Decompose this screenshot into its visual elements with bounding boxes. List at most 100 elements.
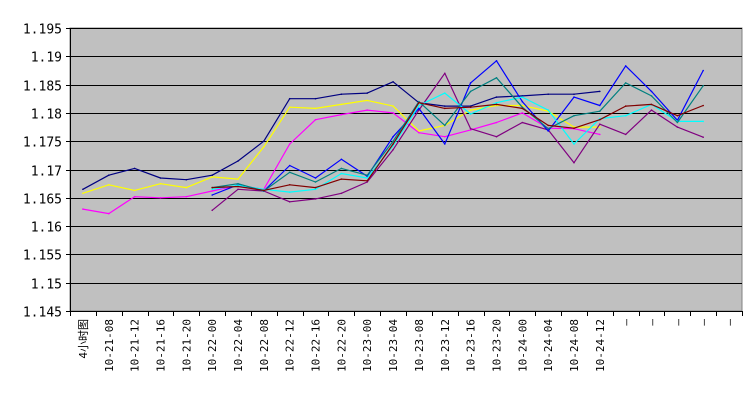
data-point [288, 97, 291, 100]
data-point [108, 184, 110, 186]
data-point [211, 186, 213, 189]
x-tick-label: 10-23-16 [465, 319, 478, 372]
data-point [599, 104, 601, 107]
x-tick-label: 4小时图 [77, 319, 90, 359]
data-point [211, 174, 213, 176]
data-point [702, 104, 704, 107]
x-tick-label: 10-23-04 [387, 319, 400, 372]
data-point [133, 195, 136, 198]
data-point [547, 124, 549, 127]
data-point [624, 105, 627, 107]
x-tick-label: 10-22-20 [335, 319, 348, 372]
data-point [444, 105, 446, 107]
data-point [159, 182, 162, 185]
data-point [469, 127, 472, 130]
data-point [547, 127, 549, 130]
data-point [288, 106, 291, 108]
data-point [314, 186, 317, 189]
data-point [392, 105, 394, 107]
data-point [547, 130, 549, 132]
data-point [418, 107, 420, 110]
data-point [366, 180, 369, 182]
x-tick-label: 10-22-12 [284, 319, 297, 372]
data-point [314, 107, 317, 110]
data-point [444, 143, 446, 145]
data-point [340, 167, 343, 170]
x-tick-label: — [723, 319, 736, 326]
data-point [82, 208, 84, 210]
data-point [469, 129, 472, 131]
data-point [599, 118, 601, 121]
data-point [418, 104, 420, 107]
data-point [418, 101, 420, 104]
x-tick-label: 10-24-04 [542, 319, 555, 372]
data-point [495, 121, 498, 124]
data-point [444, 107, 446, 110]
data-point [185, 178, 188, 181]
data-point [314, 97, 317, 100]
data-point [211, 190, 213, 192]
data-point [288, 171, 291, 174]
x-tick-label: 10-24-08 [568, 319, 581, 372]
data-point [237, 185, 239, 188]
x-tick-label: 10-21-20 [180, 319, 193, 372]
data-point [237, 188, 239, 191]
data-point [469, 90, 472, 93]
data-point [599, 123, 601, 125]
x-tick-label: 10-23-08 [413, 319, 426, 372]
x-tick-label: 10-23-00 [361, 319, 374, 372]
data-point [366, 109, 369, 111]
data-point [650, 103, 653, 106]
data-point [340, 113, 343, 116]
data-point [521, 106, 524, 108]
data-point [392, 112, 394, 114]
x-tick-label: 10-22-00 [206, 319, 219, 372]
data-point [444, 124, 446, 127]
data-point [366, 177, 369, 179]
data-point [521, 96, 524, 98]
data-point [340, 192, 343, 195]
data-point [237, 178, 239, 180]
data-point [159, 197, 162, 199]
data-point [340, 178, 343, 180]
x-tick-label: — [646, 319, 659, 326]
data-point [314, 177, 317, 179]
data-point [392, 143, 394, 145]
data-point [624, 133, 627, 136]
data-point [237, 182, 239, 185]
data-point [573, 96, 575, 98]
x-tick-label: 10-21-12 [129, 319, 142, 372]
data-point [469, 105, 472, 107]
data-point [288, 143, 291, 145]
data-point [624, 114, 627, 117]
data-point [547, 109, 549, 111]
data-point [676, 126, 679, 128]
data-point [573, 143, 575, 145]
y-tick-label: 1.17 [31, 165, 62, 180]
series-line-4 [211, 72, 704, 211]
data-point [624, 82, 627, 84]
data-point [547, 93, 549, 95]
data-point [521, 107, 524, 110]
data-point [495, 104, 498, 107]
data-point [676, 121, 679, 124]
data-point [599, 90, 601, 93]
y-tick-label: 1.18 [31, 108, 62, 123]
data-point [211, 188, 213, 191]
data-point [418, 130, 420, 132]
data-point [108, 212, 110, 215]
data-point [133, 189, 136, 192]
data-point [444, 92, 446, 94]
data-point [392, 135, 394, 138]
plot-area [69, 27, 743, 312]
data-point [469, 113, 472, 115]
data-point [263, 140, 265, 142]
data-point [469, 82, 472, 84]
data-point [702, 84, 704, 87]
data-point [495, 96, 498, 98]
data-point [314, 181, 317, 183]
data-point [573, 114, 575, 117]
data-point [418, 100, 420, 103]
x-tick-label: 10-22-16 [310, 319, 323, 372]
